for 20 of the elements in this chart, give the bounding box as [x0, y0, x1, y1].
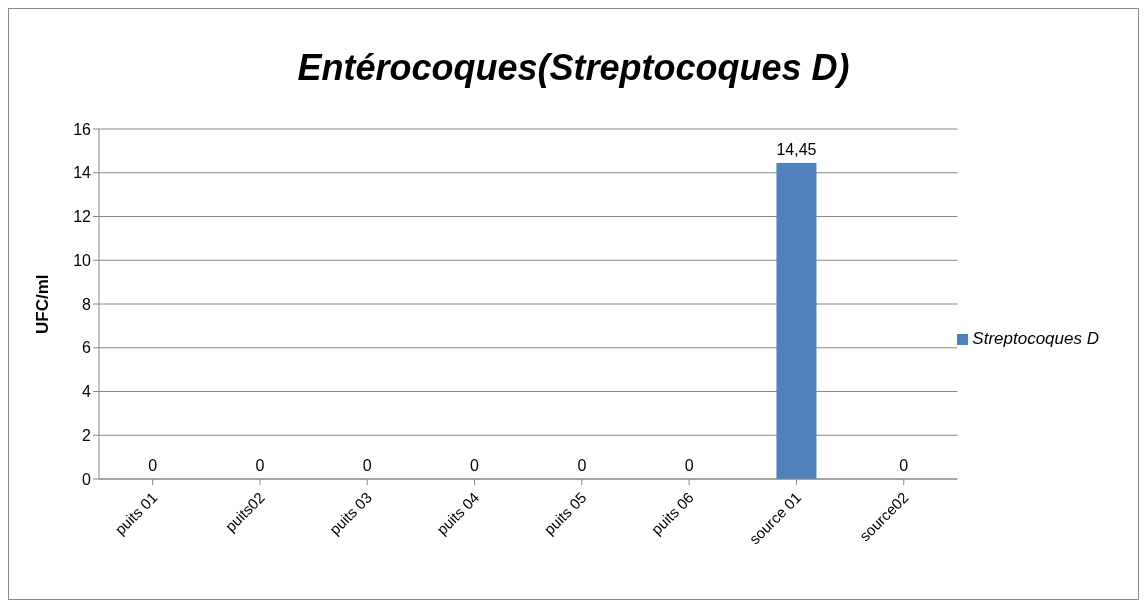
data-label: 0: [899, 457, 909, 474]
y-tick-label: 10: [73, 251, 92, 269]
y-tick-label: 8: [82, 295, 92, 313]
legend-label: Streptocoques D: [972, 329, 1099, 348]
y-axis-title: UFC/ml: [33, 274, 53, 334]
data-label: 0: [684, 457, 694, 474]
y-tick-label: 0: [82, 470, 92, 488]
y-tick-label: 6: [82, 339, 92, 357]
y-tick-label: 16: [73, 120, 92, 138]
data-label: 14,45: [776, 140, 817, 158]
data-label: 0: [148, 457, 158, 474]
chart-title: Entérocoques(Streptocoques D): [296, 47, 851, 89]
data-label: 0: [255, 457, 265, 474]
data-label: 0: [577, 457, 587, 474]
data-label: 0: [362, 457, 372, 474]
y-tick-label: 2: [82, 426, 92, 444]
y-tick-label: 4: [82, 383, 92, 401]
y-tick-label: 12: [73, 208, 92, 226]
data-label: 0: [470, 457, 480, 474]
y-tick-label: 14: [73, 164, 92, 182]
